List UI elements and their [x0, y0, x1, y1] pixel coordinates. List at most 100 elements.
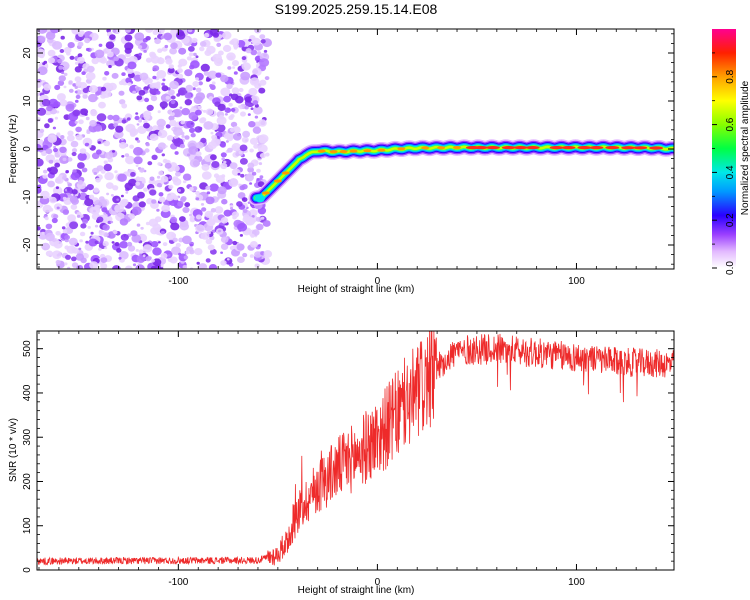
- noise-blob: [121, 138, 124, 141]
- noise-blob: [226, 135, 234, 142]
- noise-blob: [233, 133, 242, 141]
- noise-blob: [183, 255, 189, 260]
- noise-blob: [184, 99, 192, 106]
- noise-blob: [221, 198, 228, 205]
- noise-blob: [202, 109, 207, 113]
- noise-blob: [160, 35, 165, 39]
- noise-blob: [138, 52, 143, 57]
- noise-blob: [220, 243, 229, 250]
- noise-blob: [195, 214, 202, 220]
- noise-blob: [203, 32, 210, 38]
- noise-blob: [195, 141, 204, 149]
- noise-blob: [220, 74, 229, 83]
- noise-blob: [203, 121, 214, 130]
- noise-blob: [179, 106, 183, 109]
- noise-blob: [85, 116, 90, 121]
- noise-blob: [107, 114, 114, 121]
- y-tick-label: 10: [22, 95, 33, 107]
- noise-blob: [239, 234, 243, 237]
- noise-blob: [248, 121, 256, 128]
- noise-blob: [207, 141, 217, 150]
- noise-blob: [221, 174, 226, 178]
- noise-blob: [239, 158, 248, 165]
- noise-blob: [221, 157, 225, 161]
- noise-blob: [74, 120, 79, 124]
- noise-blob: [208, 264, 218, 269]
- noise-blob: [170, 112, 175, 117]
- ridge-peak: [549, 146, 564, 150]
- noise-blob: [96, 149, 102, 155]
- ridge-peak: [281, 171, 290, 175]
- noise-blob: [53, 214, 59, 219]
- noise-blob: [124, 29, 132, 33]
- noise-blob: [189, 213, 192, 217]
- noise-blob: [105, 41, 115, 49]
- noise-blob: [190, 133, 196, 138]
- noise-blob: [69, 195, 78, 203]
- noise-blob: [114, 170, 118, 174]
- noise-blob: [55, 186, 60, 190]
- noise-blob: [200, 137, 207, 144]
- noise-blob: [194, 248, 203, 256]
- noise-blob: [195, 87, 202, 93]
- noise-blob: [65, 254, 71, 260]
- noise-blob: [205, 196, 215, 205]
- noise-blob: [112, 29, 117, 33]
- noise-blob: [88, 194, 95, 200]
- noise-blob: [62, 229, 68, 234]
- noise-blob: [164, 162, 172, 169]
- noise-blob: [56, 132, 61, 136]
- noise-blob: [232, 240, 238, 246]
- noise-blob: [52, 250, 62, 259]
- noise-blob: [236, 243, 245, 251]
- noise-blob: [71, 29, 81, 35]
- noise-blob: [48, 57, 55, 64]
- y-tick-label: 400: [22, 384, 33, 401]
- noise-blob: [259, 58, 270, 67]
- noise-blob: [199, 117, 206, 124]
- noise-blob: [86, 65, 95, 73]
- noise-blob: [260, 39, 266, 44]
- noise-blob: [226, 258, 230, 261]
- noise-blob: [182, 265, 188, 269]
- noise-blob: [107, 51, 114, 58]
- noise-blob: [166, 135, 174, 141]
- noise-blob: [39, 128, 45, 133]
- noise-blob: [187, 29, 193, 33]
- noise-blob: [241, 136, 249, 143]
- x-tick-label: 100: [568, 276, 585, 287]
- noise-blob: [75, 94, 81, 99]
- noise-blob: [184, 92, 192, 99]
- noise-blob: [138, 89, 146, 96]
- noise-blob: [220, 251, 224, 254]
- noise-blob: [110, 220, 114, 224]
- noise-blob: [148, 218, 159, 227]
- noise-blob: [136, 255, 146, 263]
- noise-blob: [150, 265, 157, 269]
- noise-blob: [259, 153, 266, 159]
- noise-blob: [178, 252, 182, 256]
- noise-blob: [37, 29, 48, 34]
- noise-blob: [229, 162, 238, 170]
- noise-blob: [253, 144, 259, 149]
- noise-blob: [189, 243, 194, 247]
- noise-blob: [135, 176, 140, 180]
- noise-blob: [168, 89, 175, 96]
- colorbar-tick-label: 0.6: [725, 117, 736, 131]
- noise-blob: [49, 196, 57, 204]
- noise-blob: [57, 58, 63, 64]
- noise-blob: [241, 62, 251, 71]
- noise-blob: [81, 71, 86, 75]
- noise-blob: [121, 155, 125, 158]
- noise-blob: [199, 41, 207, 47]
- noise-blob: [132, 263, 137, 267]
- noise-blob: [77, 56, 85, 64]
- noise-blob: [67, 157, 73, 162]
- noise-blob: [199, 46, 205, 52]
- noise-blob: [127, 82, 132, 86]
- noise-blob: [48, 159, 54, 164]
- noise-blob: [87, 225, 91, 229]
- noise-blob: [143, 187, 148, 192]
- noise-blob: [44, 123, 50, 129]
- y-tick-label: 200: [22, 473, 33, 490]
